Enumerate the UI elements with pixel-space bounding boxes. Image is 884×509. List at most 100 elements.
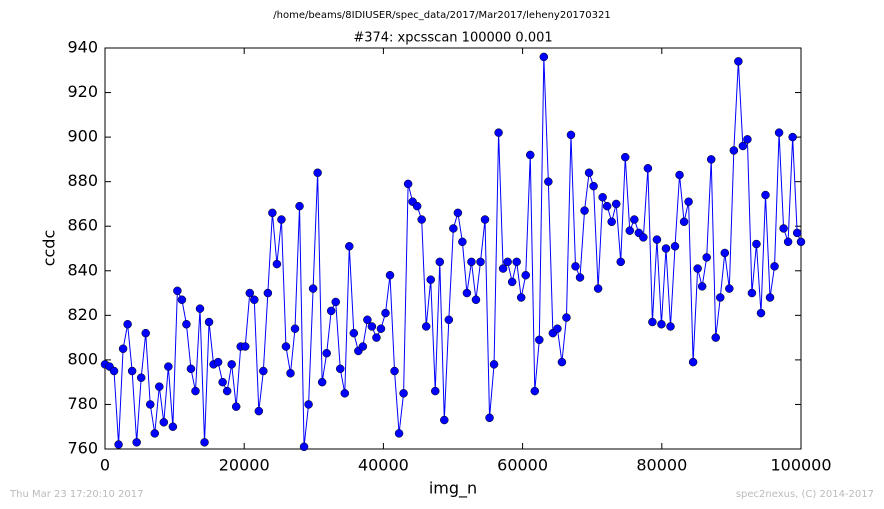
point (539, 52, 549, 62)
point (535, 335, 544, 345)
y-tick-label: 820 (67, 305, 98, 324)
point (132, 438, 141, 447)
point (390, 366, 399, 376)
x-tick-label: 40000 (358, 456, 409, 475)
point (191, 386, 200, 396)
x-tick-label: 60000 (497, 456, 548, 475)
point (182, 319, 191, 329)
point (706, 155, 716, 164)
x-tick-label: 0 (100, 456, 110, 475)
point (779, 224, 788, 233)
point (173, 286, 182, 296)
point (516, 293, 526, 302)
point (118, 344, 128, 353)
point (761, 190, 770, 200)
point (752, 239, 761, 249)
point (268, 208, 277, 218)
point (611, 199, 621, 209)
point (725, 284, 734, 293)
point (417, 215, 426, 224)
point (774, 128, 784, 137)
point (372, 333, 381, 342)
point (286, 369, 295, 378)
point (281, 342, 291, 351)
point (277, 215, 286, 224)
point (331, 297, 340, 307)
point (435, 257, 445, 267)
point (299, 442, 309, 452)
point (304, 400, 313, 409)
point (648, 317, 657, 327)
point (200, 438, 209, 447)
y-tick-label: 860 (67, 216, 98, 235)
suptitle: /home/beams/8IDIUSER/spec_data/2017/Mar2… (273, 10, 610, 21)
point (716, 293, 725, 302)
point (136, 373, 146, 382)
x-tick-label: 100000 (770, 456, 831, 475)
point (367, 322, 377, 331)
chart-title: #374: xpcsscan 100000 0.001 (353, 31, 552, 46)
point (512, 257, 521, 267)
point (738, 141, 748, 151)
point (526, 150, 535, 160)
footer-right: spec2nexus, (C) 2014-2017 (736, 489, 874, 500)
point (254, 406, 264, 416)
point (697, 282, 707, 291)
point (670, 242, 680, 251)
point (494, 128, 503, 137)
point (489, 360, 499, 369)
point (335, 364, 345, 374)
point (440, 415, 449, 425)
point (666, 322, 675, 331)
point (385, 270, 395, 280)
point (566, 130, 576, 140)
point (734, 57, 743, 66)
point (231, 402, 241, 411)
point (431, 386, 440, 396)
point (693, 264, 702, 273)
point (168, 422, 178, 431)
y-tick-label: 900 (67, 127, 98, 146)
point (621, 152, 630, 162)
point (141, 328, 150, 338)
point (412, 201, 422, 211)
point (702, 253, 711, 262)
point (444, 315, 454, 325)
point (345, 242, 354, 251)
point (340, 389, 350, 398)
point (720, 248, 730, 258)
point (743, 135, 752, 144)
point (159, 418, 169, 427)
point (363, 315, 372, 325)
point (204, 317, 214, 327)
point (639, 233, 648, 242)
point (598, 193, 607, 202)
y-tick-label: 840 (67, 260, 98, 279)
point (584, 168, 594, 178)
plot-area (104, 47, 802, 450)
point (145, 400, 155, 409)
point (589, 181, 598, 191)
point (711, 333, 720, 342)
footer-left: Thu Mar 23 17:20:10 2017 (9, 489, 143, 500)
point (792, 228, 802, 238)
point (186, 364, 196, 374)
point (607, 217, 616, 227)
point (195, 304, 205, 313)
point (317, 377, 327, 387)
point (114, 440, 123, 449)
point (557, 357, 567, 367)
y-tick-label: 800 (67, 349, 98, 368)
point (657, 319, 666, 329)
x-tick-label: 80000 (636, 456, 687, 475)
point (290, 324, 300, 333)
point (756, 308, 766, 318)
point (109, 366, 119, 376)
point (308, 284, 318, 293)
point (259, 366, 268, 376)
point (580, 206, 589, 215)
point (476, 257, 485, 267)
point (453, 208, 463, 218)
point (213, 357, 223, 367)
point (467, 257, 476, 267)
